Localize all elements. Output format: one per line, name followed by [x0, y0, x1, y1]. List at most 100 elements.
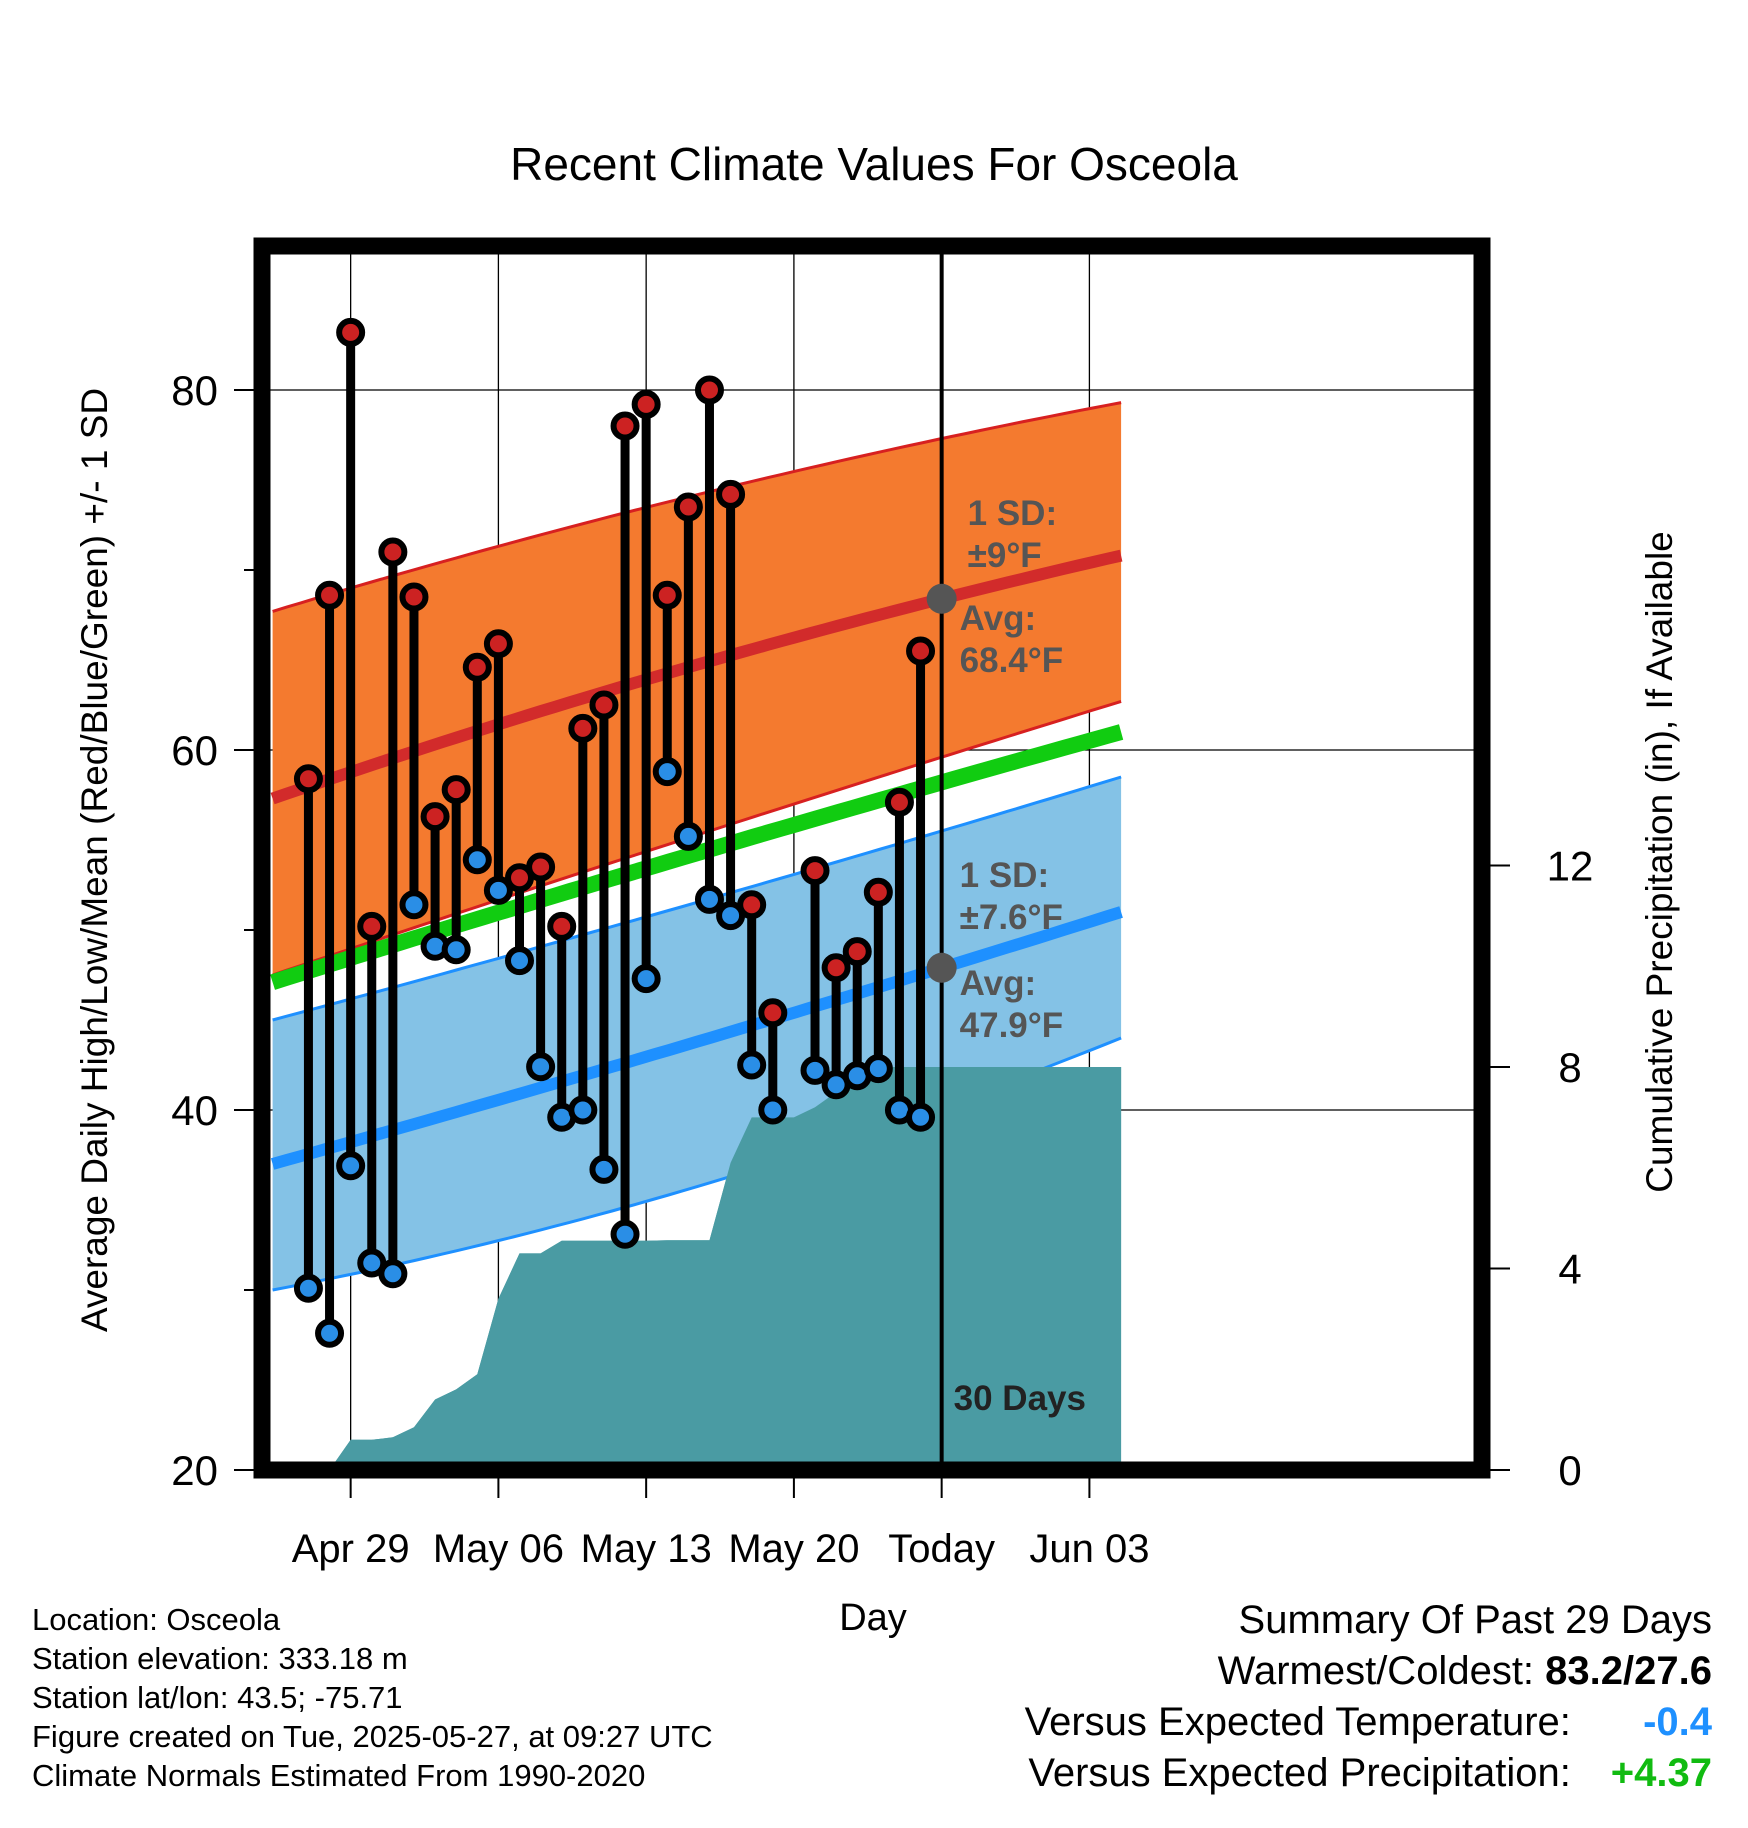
precip-area-overlay: [308, 1067, 1122, 1470]
x-tick-label: Apr 29: [292, 1527, 410, 1571]
daily-low-point: [652, 757, 682, 787]
daily-high-point: [315, 580, 345, 610]
daily-low-point: [737, 1050, 767, 1080]
y-tick-label: 80: [171, 367, 218, 414]
daily-high-point: [716, 479, 746, 509]
high-sd-annotation: 1 SD: ±9°F: [968, 494, 1057, 575]
daily-low-point: [568, 1095, 598, 1125]
daily-low-point: [378, 1259, 408, 1289]
daily-high-point: [357, 911, 387, 941]
daily-high-point: [441, 775, 471, 805]
daily-high-point: [652, 580, 682, 610]
daily-low-point: [441, 935, 471, 965]
y-axis-label: Average Daily High/Low/Mean (Red/Blue/Gr…: [74, 388, 115, 1332]
daily-low-point: [293, 1273, 323, 1303]
daily-high-point: [610, 411, 640, 441]
daily-high-point: [526, 852, 556, 882]
temp-delta-label: Versus Expected Temperature:: [1024, 1700, 1571, 1744]
x-tick-label: May 20: [728, 1527, 859, 1571]
location-text: Location: Osceola: [32, 1602, 281, 1637]
precip-delta-value: +4.37: [1610, 1751, 1712, 1795]
low-sd-annotation: 1 SD: ±7.6°F: [960, 856, 1063, 937]
daily-low-point: [505, 946, 535, 976]
high-band-upper-edge: [272, 401, 1122, 613]
summary-title: Summary Of Past 29 Days: [1238, 1598, 1712, 1642]
high-avg-annotation: Avg: 68.4°F: [960, 599, 1064, 680]
daily-high-point: [568, 713, 598, 743]
daily-high-point: [589, 690, 619, 720]
station-info: Location: Osceola Station elevation: 333…: [32, 1600, 713, 1795]
daily-high-point: [884, 787, 914, 817]
temp-delta-value: -0.4: [1643, 1700, 1712, 1744]
x-tick-label: May 06: [433, 1527, 564, 1571]
daily-low-point: [758, 1095, 788, 1125]
created-text: Figure created on Tue, 2025-05-27, at 09…: [32, 1719, 713, 1754]
y2-tick-label: 12: [1547, 843, 1594, 890]
daily-low-point: [336, 1151, 366, 1181]
daily-low-point: [631, 964, 661, 994]
plot-frame: [253, 237, 1491, 1479]
daily-high-point: [483, 629, 513, 659]
y-tick-label: 20: [171, 1447, 218, 1494]
low-sd-band: [272, 777, 1122, 1290]
daily-high-point: [378, 537, 408, 567]
daily-high-point: [293, 764, 323, 794]
daily-high-point: [737, 890, 767, 920]
y2-axis-label: Cumulative Precipitation (in), If Availa…: [1639, 531, 1680, 1193]
daily-low-point: [800, 1055, 830, 1085]
daily-high-point: [462, 652, 492, 682]
x-tick-label: May 13: [581, 1527, 712, 1571]
daily-high-point: [800, 856, 830, 886]
daily-high-point: [758, 998, 788, 1028]
daily-low-point: [483, 875, 513, 905]
temp-delta-row: Versus Expected Temperature: -0.4: [1025, 1697, 1712, 1748]
daily-low-point: [610, 1219, 640, 1249]
today-days-label: 30 Days: [954, 1379, 1086, 1418]
daily-low-point: [673, 821, 703, 851]
daily-low-point: [589, 1154, 619, 1184]
summary-panel: Summary Of Past 29 Days Warmest/Coldest:…: [1025, 1595, 1712, 1799]
daily-low-point: [399, 890, 429, 920]
daily-high-point: [673, 492, 703, 522]
overall-mean-line: [270, 724, 1124, 990]
daily-high-point: [821, 953, 851, 983]
x-axis-label: Day: [839, 1597, 907, 1639]
y-tick-label: 40: [171, 1087, 218, 1134]
precip-delta-label: Versus Expected Precipitation:: [1028, 1751, 1571, 1795]
y2-tick-label: 4: [1558, 1246, 1581, 1293]
x-tick-label: Today: [888, 1527, 995, 1571]
daily-high-point: [420, 802, 450, 832]
daily-high-point: [336, 317, 366, 347]
elevation-text: Station elevation: 333.18 m: [32, 1641, 408, 1676]
high-sd-band: [272, 402, 1122, 976]
y2-tick-label: 0: [1558, 1447, 1581, 1494]
y2-tick-label: 8: [1558, 1044, 1581, 1091]
daily-high-point: [399, 582, 429, 612]
low-mean-line: [270, 906, 1123, 1170]
daily-low-point: [906, 1102, 936, 1132]
precip-delta-row: Versus Expected Precipitation: +4.37: [1025, 1748, 1712, 1799]
daily-low-point: [863, 1054, 893, 1084]
y-tick-label: 60: [171, 727, 218, 774]
normals-text: Climate Normals Estimated From 1990-2020: [32, 1758, 646, 1793]
daily-high-point: [694, 375, 724, 405]
daily-low-point: [315, 1318, 345, 1348]
warmest-coldest-row: Warmest/Coldest: 83.2/27.6: [1025, 1646, 1712, 1697]
low-avg-annotation: Avg: 47.9°F: [960, 964, 1064, 1045]
warmest-coldest-value: 83.2/27.6: [1545, 1649, 1712, 1693]
today-low-avg-marker: [926, 952, 957, 983]
chart-title: Recent Climate Values For Osceola: [510, 138, 1238, 190]
warmest-coldest-label: Warmest/Coldest:: [1217, 1649, 1535, 1693]
daily-high-point: [631, 389, 661, 419]
daily-low-point: [462, 845, 492, 875]
daily-low-point: [526, 1052, 556, 1082]
latlon-text: Station lat/lon: 43.5; -75.71: [32, 1680, 403, 1715]
plot-area: 1 SD: ±9°F Avg: 68.4°F 1 SD: ±7.6°F Avg: 47.9°F…: [262, 246, 1482, 1470]
axes: 20 40 60 80 0 4 8 12 Apr 29 May 06 May 13 May 20 Tod…: [171, 237, 1594, 1571]
daily-high-point: [842, 937, 872, 967]
daily-high-point: [863, 877, 893, 907]
daily-low-point: [694, 884, 724, 914]
x-tick-label: Jun 03: [1029, 1527, 1149, 1571]
daily-high-point: [547, 911, 577, 941]
